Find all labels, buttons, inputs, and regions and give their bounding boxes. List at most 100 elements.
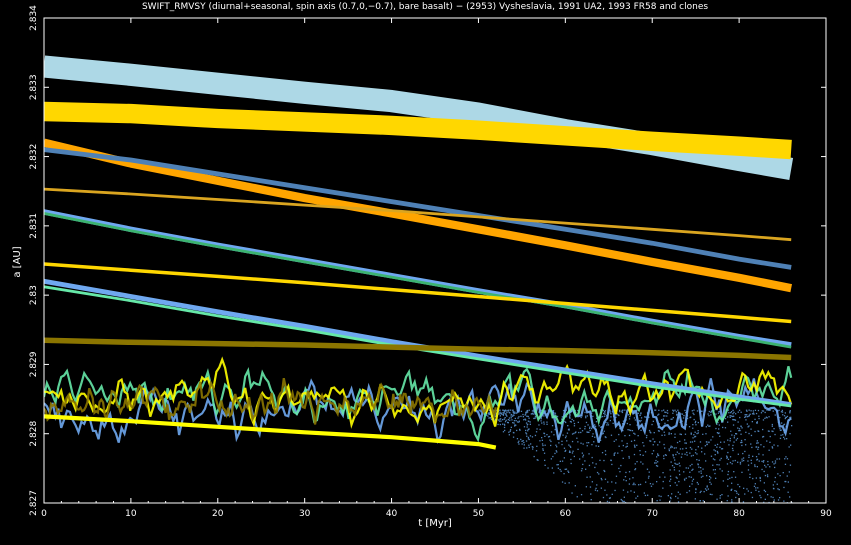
- scatter-point: [651, 423, 653, 426]
- scatter-point: [633, 453, 636, 456]
- scatter-point: [534, 416, 537, 418]
- scatter-point: [652, 450, 655, 452]
- scatter-point: [693, 434, 695, 436]
- y-tick-label: 2.832: [29, 144, 39, 170]
- scatter-point: [607, 481, 609, 483]
- scatter-point: [603, 469, 605, 472]
- series-line-6: [44, 212, 792, 349]
- scatter-point: [600, 477, 602, 480]
- scatter-point: [739, 429, 741, 432]
- scatter-point: [505, 413, 507, 415]
- scatter-point: [699, 441, 702, 443]
- scatter-point: [669, 500, 671, 502]
- scatter-point: [570, 458, 572, 461]
- scatter-point: [783, 423, 786, 425]
- scatter-point: [666, 409, 669, 412]
- scatter-point: [779, 416, 781, 419]
- scatter-point: [771, 461, 774, 463]
- scatter-point: [696, 481, 698, 484]
- scatter-point: [727, 473, 729, 476]
- scatter-point: [684, 479, 686, 481]
- scatter-point: [676, 414, 678, 416]
- scatter-point: [609, 497, 611, 499]
- scatter-point: [499, 423, 501, 426]
- scatter-point: [596, 471, 599, 474]
- scatter-point: [648, 471, 650, 473]
- scatter-point: [771, 425, 773, 427]
- scatter-point: [675, 495, 677, 498]
- scatter-point: [556, 415, 559, 418]
- scatter-point: [784, 438, 786, 440]
- scatter-point: [742, 457, 745, 459]
- scatter-point: [664, 411, 666, 413]
- scatter-point: [507, 421, 509, 424]
- scatter-point: [678, 452, 680, 455]
- scatter-point: [698, 459, 700, 461]
- scatter-point: [535, 450, 538, 452]
- scatter-point: [735, 496, 737, 499]
- scatter-point: [786, 458, 789, 460]
- scatter-point: [693, 418, 695, 421]
- scatter-point: [732, 409, 734, 411]
- scatter-point: [546, 423, 548, 425]
- scatter-point: [743, 459, 745, 462]
- x-tick-label: 80: [733, 509, 745, 519]
- scatter-point: [786, 438, 788, 440]
- scatter-point: [748, 415, 750, 417]
- scatter-point: [718, 464, 720, 466]
- scatter-point: [589, 486, 592, 488]
- scatter-point: [512, 436, 515, 438]
- scatter-point: [588, 442, 590, 444]
- scatter-point: [679, 448, 682, 450]
- scatter-point: [657, 414, 659, 416]
- scatter-point: [479, 409, 481, 411]
- scatter-point: [532, 448, 534, 450]
- scatter-point: [782, 414, 784, 416]
- scatter-point: [670, 478, 672, 480]
- scatter-point: [755, 412, 758, 415]
- scatter-point: [700, 476, 703, 478]
- scatter-point: [567, 425, 569, 427]
- scatter-point: [527, 423, 529, 425]
- scatter-point: [532, 446, 534, 448]
- scatter-point: [652, 420, 654, 422]
- scatter-point: [623, 500, 625, 503]
- scatter-point: [586, 431, 588, 433]
- scatter-point: [603, 430, 605, 432]
- scatter-point: [688, 476, 690, 478]
- scatter-point: [639, 414, 641, 416]
- scatter-point: [657, 427, 659, 429]
- series-line-1: [44, 101, 792, 160]
- scatter-point: [570, 446, 572, 448]
- scatter-point: [763, 482, 765, 484]
- scatter-point: [710, 411, 712, 413]
- scatter-point: [656, 500, 658, 502]
- scatter-point: [663, 415, 665, 417]
- scatter-point: [498, 413, 500, 415]
- scatter-point: [561, 443, 563, 446]
- scatter-point: [675, 411, 677, 413]
- scatter-point: [508, 417, 511, 419]
- scatter-point: [706, 485, 708, 487]
- scatter-point: [584, 428, 586, 430]
- scatter-point: [554, 413, 557, 415]
- scatter-point: [741, 460, 743, 462]
- scatter-point: [789, 411, 791, 413]
- scatter-point: [581, 452, 583, 454]
- scatter-point: [657, 454, 659, 456]
- scatter-point: [645, 481, 647, 483]
- scatter-point: [601, 452, 604, 454]
- scatter-point: [737, 493, 740, 496]
- scatter-point: [674, 436, 676, 438]
- scatter-point: [648, 475, 650, 477]
- scatter-point: [571, 418, 573, 421]
- scatter-point: [705, 433, 707, 435]
- scatter-point: [659, 499, 661, 501]
- scatter-point: [700, 410, 703, 412]
- scatter-point: [614, 489, 616, 492]
- scatter-point: [518, 440, 520, 442]
- scatter-point: [679, 440, 681, 442]
- scatter-point: [533, 411, 535, 413]
- scatter-point: [754, 418, 756, 420]
